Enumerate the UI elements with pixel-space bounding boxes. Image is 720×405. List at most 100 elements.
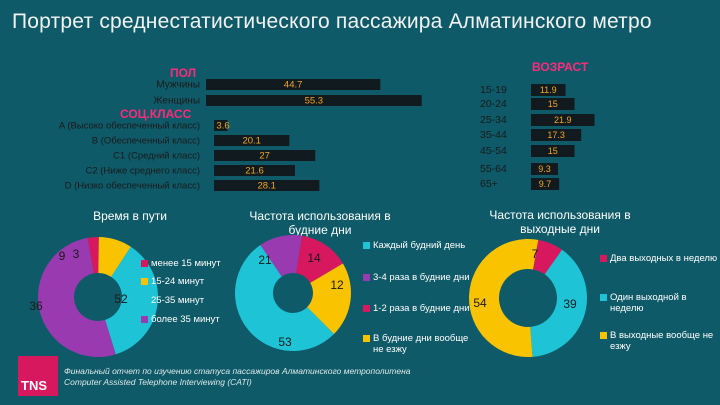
age-value-0: 11.9 xyxy=(540,85,557,95)
pie1-slice-0 xyxy=(235,245,335,351)
age-bar-1 xyxy=(531,98,575,110)
social-class-title: СОЦ.КЛАСС xyxy=(120,107,192,121)
pie1-value-1: 12 xyxy=(330,278,344,292)
weekday-frequency-title: Частота использования в будние дни xyxy=(249,209,391,237)
age-bar-4 xyxy=(531,145,575,157)
weekend-frequency-title: Частота использования в выходные дни xyxy=(489,208,631,236)
legend0-label-1: 15-24 минут xyxy=(151,276,205,287)
class-label-4: D (Низко обеспеченный класс) xyxy=(65,181,200,192)
pie1-slice-2 xyxy=(296,235,343,283)
pie0-value-3: 52 xyxy=(114,292,128,306)
legend1-swatch-0 xyxy=(363,242,370,249)
legend2-label-1: Один выходной в неделю xyxy=(610,292,687,314)
legend1-label-1: 3-4 раза в будние дни xyxy=(373,272,470,283)
gender-bar-0 xyxy=(206,79,381,90)
pie1-slice-3 xyxy=(307,263,352,335)
class-value-3: 21.6 xyxy=(245,166,264,177)
gender-bar-1 xyxy=(206,95,422,106)
age-value-2: 21.9 xyxy=(554,115,572,125)
pie2-slice-1 xyxy=(530,249,588,357)
footer-note: Финальный отчет по изучению статуса пасс… xyxy=(64,366,411,388)
legend2-swatch-0 xyxy=(600,255,607,262)
tns-logo: TNS xyxy=(18,356,58,396)
legend1-swatch-3 xyxy=(363,335,370,342)
age-value-1: 15 xyxy=(548,99,558,109)
age-label-1: 20-24 xyxy=(480,98,507,110)
class-bar-0 xyxy=(214,120,228,131)
class-label-1: B (Обеспеченный класс) xyxy=(92,136,200,147)
age-value-6: 9.7 xyxy=(539,179,552,189)
legend0-label-3: более 35 минут xyxy=(151,314,220,325)
legend0-swatch-0 xyxy=(141,260,148,267)
age-bar-5 xyxy=(531,163,558,175)
footer-line-2: Computer Assisted Telephone Interviewing… xyxy=(64,377,252,387)
legend1-label-0: Каждый будний день xyxy=(373,240,466,251)
class-label-2: C1 (Средний класс) xyxy=(113,151,200,162)
age-label-0: 15-19 xyxy=(480,84,507,96)
pie0-value-0: 3 xyxy=(73,247,80,261)
legend0-swatch-1 xyxy=(141,278,148,285)
age-bar-2 xyxy=(531,114,595,126)
age-label-4: 45-54 xyxy=(480,145,507,157)
pie2-slice-0 xyxy=(533,239,563,275)
legend0-label-0: менее 15 минут xyxy=(151,258,221,269)
pie1-value-3: 21 xyxy=(258,253,272,267)
age-label-5: 55-64 xyxy=(480,163,507,175)
gender-title: ПОЛ xyxy=(170,66,197,80)
pie1-value-2: 14 xyxy=(307,251,321,265)
class-value-1: 20.1 xyxy=(242,136,261,147)
gender-value-0: 44.7 xyxy=(284,80,303,91)
page-title: Портрет среднестатистического пассажира … xyxy=(12,10,652,33)
age-bar-0 xyxy=(531,84,566,96)
age-bar-6 xyxy=(531,178,560,190)
gender-value-1: 55.3 xyxy=(305,96,324,107)
legend0-swatch-2 xyxy=(141,297,148,304)
legend2-label-2: В выходные вообще не езжу xyxy=(610,330,714,352)
age-value-5: 9.3 xyxy=(538,164,551,174)
footer-line-1: Финальный отчет по изучению статуса пасс… xyxy=(64,366,411,376)
legend1-swatch-2 xyxy=(363,305,370,312)
legend1-swatch-1 xyxy=(363,274,370,281)
legend0-swatch-3 xyxy=(141,316,148,323)
age-label-3: 35-44 xyxy=(480,129,507,141)
gender-label-1: Женщины xyxy=(153,96,200,107)
pie2-slice-2 xyxy=(469,239,539,357)
age-value-3: 17.3 xyxy=(547,130,565,140)
age-label-6: 65+ xyxy=(480,178,498,190)
legend2-swatch-2 xyxy=(600,332,607,339)
class-value-0: 3.6 xyxy=(216,121,229,132)
pie0-slice-0 xyxy=(87,237,99,274)
pie1-slice-1 xyxy=(260,234,303,277)
age-value-4: 15 xyxy=(548,146,558,156)
class-bar-4 xyxy=(214,180,320,191)
gender-label-0: Мужчины xyxy=(156,80,200,91)
class-value-2: 27 xyxy=(259,151,270,162)
age-label-2: 25-34 xyxy=(480,114,507,126)
legend2-label-0: Два выходных в неделю xyxy=(610,253,718,264)
age-bar-3 xyxy=(531,129,582,141)
legend0-label-2: 25-35 минут xyxy=(151,295,205,306)
class-bar-2 xyxy=(214,150,316,161)
legend1-label-2: 1-2 раза в будние дни xyxy=(373,303,470,314)
pie0-value-1: 9 xyxy=(59,249,66,263)
pie0-slice-3 xyxy=(38,237,116,357)
legend2-swatch-1 xyxy=(600,294,607,301)
legend1-label-3: В будние дни вообще не езжу xyxy=(373,333,469,355)
age-title: ВОЗРАСТ xyxy=(532,60,589,74)
pie1-value-0: 53 xyxy=(278,335,292,349)
class-bar-1 xyxy=(214,135,290,146)
class-value-4: 28.1 xyxy=(257,181,276,192)
class-bar-3 xyxy=(214,165,295,176)
pie2-value-1: 39 xyxy=(563,297,577,311)
pie0-slice-1 xyxy=(98,237,131,277)
pie0-slice-2 xyxy=(105,246,159,355)
class-label-3: C2 (Ниже среднего класс) xyxy=(85,166,200,177)
pie2-value-0: 7 xyxy=(532,247,539,261)
pie0-value-2: 36 xyxy=(29,299,43,313)
pie2-value-2: 54 xyxy=(473,296,487,310)
travel-time-title: Время в пути xyxy=(93,209,167,223)
class-label-0: A (Высоко обеспеченный класс) xyxy=(59,121,200,132)
